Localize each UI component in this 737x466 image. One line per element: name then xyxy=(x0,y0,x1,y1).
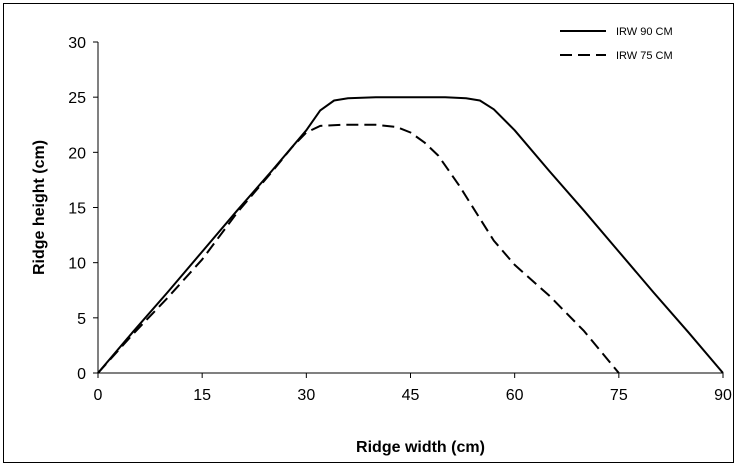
y-tick-label: 30 xyxy=(68,35,86,52)
chart-svg: 0 5 10 15 20 25 30 0 15 30 45 60 75 90 Ridge width (cm… xyxy=(31,26,732,456)
x-axis-title: Ridge width (cm) xyxy=(356,439,485,456)
y-tick-label: 15 xyxy=(68,201,86,218)
x-tick-label: 0 xyxy=(94,387,103,404)
legend-label-2: IRW 75 CM xyxy=(616,50,673,62)
y-tick-label: 25 xyxy=(68,90,86,107)
x-tick-label: 45 xyxy=(402,387,420,404)
x-tick-label: 60 xyxy=(506,387,524,404)
x-tick-label: 90 xyxy=(714,387,732,404)
chart-frame: 0 5 10 15 20 25 30 0 15 30 45 60 75 90 Ridge width (cm… xyxy=(3,3,734,463)
y-tick-label: 10 xyxy=(68,256,86,273)
x-tick-label: 75 xyxy=(610,387,628,404)
series-line-2 xyxy=(97,123,620,374)
legend-label-1: IRW 90 CM xyxy=(616,26,673,38)
y-tick-label: 5 xyxy=(77,311,86,328)
series-line-1 xyxy=(97,96,724,374)
x-tick-label: 30 xyxy=(297,387,315,404)
y-axis-title: Ridge height (cm) xyxy=(31,140,48,275)
x-tick-label: 15 xyxy=(193,387,211,404)
y-tick-label: 20 xyxy=(68,145,86,162)
y-tick-label: 0 xyxy=(77,366,86,383)
